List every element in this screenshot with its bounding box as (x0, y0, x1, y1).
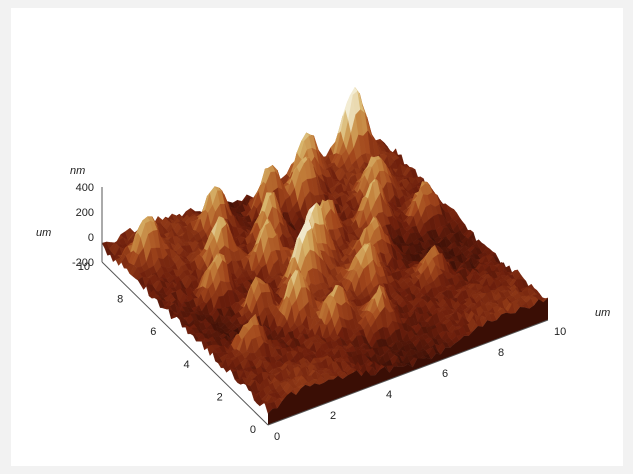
z-tick-label: 200 (76, 207, 94, 219)
x-unit-label: um (595, 307, 610, 319)
x-tick-label: 8 (498, 347, 504, 359)
y-tick-label: 2 (217, 391, 223, 403)
x-tick-label: 2 (330, 410, 336, 422)
x-tick-label: 4 (386, 389, 392, 401)
y-tick-label: 0 (250, 424, 256, 436)
z-tick-label: 400 (76, 182, 94, 194)
z-unit-label: nm (70, 165, 85, 177)
y-tick-label: 6 (150, 326, 156, 338)
y-tick-label: 4 (183, 359, 189, 371)
y-tick-label: 8 (117, 294, 123, 306)
y-tick-label: 10 (78, 261, 90, 273)
z-tick-label: 0 (88, 232, 94, 244)
surface-layer (101, 86, 549, 425)
x-tick-label: 0 (274, 431, 280, 443)
y-unit-label: um (36, 227, 51, 239)
x-tick-label: 10 (554, 326, 566, 338)
x-tick-label: 6 (442, 368, 448, 380)
